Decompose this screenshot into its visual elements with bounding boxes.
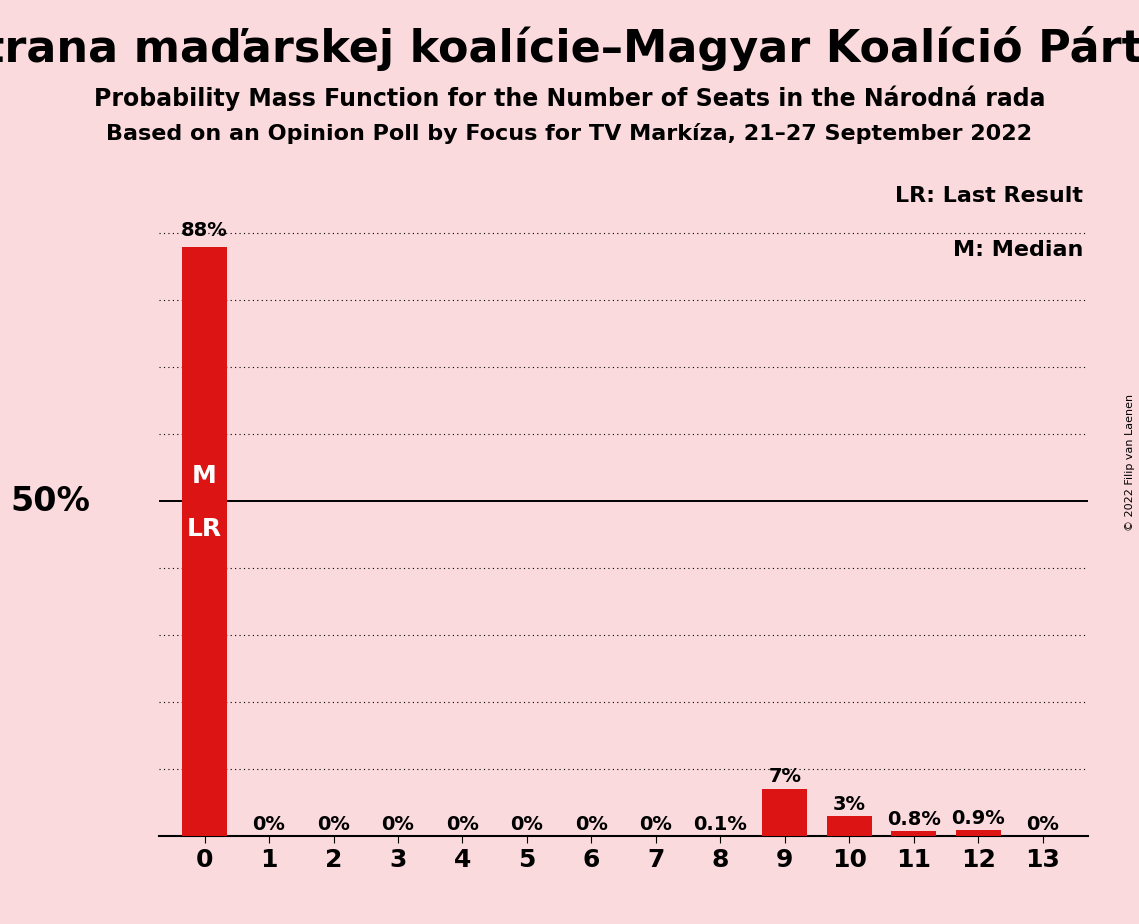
Text: 0%: 0%: [575, 815, 608, 834]
Text: Probability Mass Function for the Number of Seats in the Národná rada: Probability Mass Function for the Number…: [93, 86, 1046, 112]
Bar: [827, 816, 871, 836]
Bar: [956, 830, 1001, 836]
Text: 0%: 0%: [639, 815, 672, 834]
Text: M: M: [192, 464, 216, 488]
Text: 0.8%: 0.8%: [887, 809, 941, 829]
Text: 0%: 0%: [317, 815, 350, 834]
Text: © 2022 Filip van Laenen: © 2022 Filip van Laenen: [1125, 394, 1134, 530]
Bar: [891, 831, 936, 836]
Text: 7%: 7%: [769, 767, 801, 786]
Text: 0%: 0%: [1026, 815, 1059, 834]
Bar: [762, 789, 808, 836]
Text: 50%: 50%: [10, 485, 90, 517]
Bar: [182, 247, 227, 836]
Text: 3%: 3%: [833, 796, 866, 814]
Text: LR: Last Result: LR: Last Result: [895, 187, 1083, 206]
Text: Strana maďarskej koalície–Magyar Koalíció Pártja: Strana maďarskej koalície–Magyar Koalíci…: [0, 26, 1139, 71]
Text: Based on an Opinion Poll by Focus for TV Markíza, 21–27 September 2022: Based on an Opinion Poll by Focus for TV…: [107, 123, 1032, 144]
Text: M: Median: M: Median: [952, 240, 1083, 260]
Text: 0%: 0%: [510, 815, 543, 834]
Text: 0%: 0%: [446, 815, 478, 834]
Text: 0.9%: 0.9%: [951, 809, 1005, 828]
Text: 0%: 0%: [253, 815, 286, 834]
Text: 0.1%: 0.1%: [694, 815, 747, 833]
Text: LR: LR: [187, 517, 222, 541]
Text: 0%: 0%: [382, 815, 415, 834]
Text: 88%: 88%: [181, 221, 228, 240]
